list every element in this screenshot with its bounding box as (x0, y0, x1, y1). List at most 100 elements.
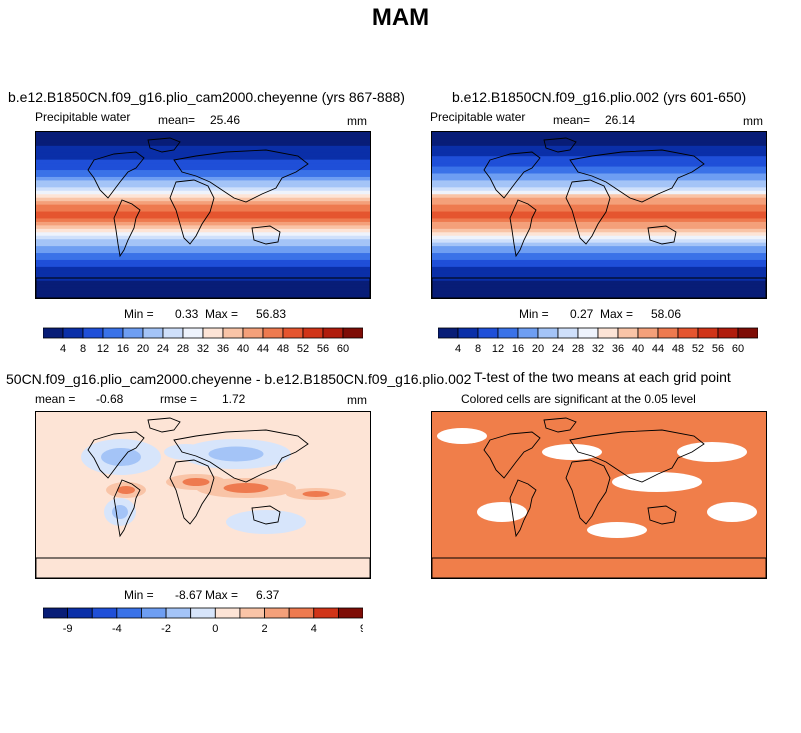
colorbar-tick-label: 8 (475, 343, 481, 353)
pw-band (432, 253, 766, 258)
colorbar-tick-label: 28 (177, 343, 189, 353)
pw-band (432, 201, 766, 206)
panel2-map-svg (432, 132, 766, 298)
pw-band (36, 270, 370, 275)
pw-band (36, 284, 370, 289)
colorbar-swatch (457, 327, 479, 339)
diff-negative-region (164, 444, 208, 460)
land-outline (251, 225, 281, 245)
pw-band (36, 218, 370, 223)
panel1-map-svg (36, 132, 370, 298)
colorbar-tick-label: 60 (337, 343, 349, 353)
pw-band (432, 232, 766, 237)
colorbar-swatch (657, 327, 679, 339)
colorbar-swatch (82, 327, 104, 339)
diff-positive-core (182, 478, 210, 486)
colorbar-tick-label: 52 (297, 343, 309, 353)
pw-band (36, 194, 370, 199)
pw-band (36, 256, 370, 261)
land-outline (565, 459, 611, 525)
panel3-min-value: -8.67 (175, 588, 203, 602)
insignificant-region (612, 472, 702, 492)
panel1-units: mm (347, 114, 367, 128)
pw-band (432, 145, 766, 150)
pw-band (36, 132, 370, 137)
pw-band (36, 228, 370, 233)
colorbar-swatch (322, 327, 344, 339)
colorbar-tick-label: 36 (217, 343, 229, 353)
pw-band (36, 201, 370, 206)
pw-band (432, 194, 766, 199)
pw-band (36, 280, 370, 285)
colorbar-tick-label: 32 (592, 343, 604, 353)
pw-band (432, 284, 766, 289)
page-title: MAM (371, 4, 430, 31)
panel2-title: b.e12.B1850CN.f09_g16.plio.002 (yrs 601-… (452, 89, 747, 105)
panel2-min-label: Min = (519, 307, 549, 321)
pw-band (36, 187, 370, 192)
colorbar-tick-label: 16 (512, 343, 524, 353)
pw-band (36, 156, 370, 161)
land-outline (509, 199, 537, 258)
colorbar-tick-label: 32 (197, 343, 209, 353)
colorbar-tick-label: 12 (492, 343, 504, 353)
colorbar-tick-label: 4 (455, 343, 461, 353)
colorbar-tick-label: 36 (612, 343, 624, 353)
land-outline (113, 199, 141, 258)
colorbar-tick-label: 4 (311, 623, 317, 633)
panel2-mean-label: mean= (553, 113, 591, 127)
pw-band (432, 166, 766, 171)
land-outline (509, 479, 537, 538)
colorbar-swatch (162, 327, 184, 339)
pw-band (36, 263, 370, 268)
colorbar-tick-label: 48 (277, 343, 289, 353)
diff-negative-region (226, 510, 306, 534)
panel2-units: mm (743, 114, 763, 128)
pw-band (36, 145, 370, 150)
colorbar-tick-label: 8 (80, 343, 86, 353)
panel1-min-value: 0.33 (175, 307, 199, 321)
pw-band (432, 135, 766, 140)
panel2-colorbar: 4 8 12 16 20 24 28 32 36 40 44 48 52 56 60 (438, 327, 758, 353)
pw-band (36, 277, 370, 282)
pw-band (432, 235, 766, 240)
panel3-units: mm (347, 393, 367, 407)
pw-band (432, 183, 766, 188)
colorbar-swatch (438, 327, 459, 339)
colorbar-swatch (122, 327, 144, 339)
panel2-map (431, 131, 767, 299)
colorbar-tick-label: 56 (712, 343, 724, 353)
panel3-map (35, 411, 371, 579)
insignificant-region (707, 502, 757, 522)
colorbar-tick-label: 4 (60, 343, 66, 353)
colorbar-tick-label: 12 (97, 343, 109, 353)
panel3-rmse-label: rmse = (160, 392, 198, 406)
panel3-min-label: Min = (124, 588, 154, 602)
panel3-max-label: Max = (205, 588, 239, 602)
pw-band (432, 163, 766, 168)
pw-band (36, 183, 370, 188)
land-outline (169, 459, 215, 525)
diff-negative-core (112, 505, 128, 519)
panel1-mean-value: 25.46 (210, 113, 241, 127)
panel1-mean-label: mean= (158, 113, 196, 127)
colorbar-tick-label: 56 (317, 343, 329, 353)
pw-band (432, 273, 766, 278)
pw-band (432, 170, 766, 175)
panel2-max-label: Max = (600, 307, 634, 321)
pw-band (36, 235, 370, 240)
diff-positive-core (302, 491, 330, 497)
land-outline (569, 149, 705, 203)
colorbar-tick-label: -2 (161, 623, 171, 633)
pw-band (432, 294, 766, 298)
pw-band (432, 173, 766, 178)
colorbar-tick-label: 16 (117, 343, 129, 353)
insignificant-region (542, 444, 602, 460)
colorbar-tick-label: 20 (532, 343, 544, 353)
panel2-field: Precipitable water (430, 110, 526, 124)
pw-band (432, 266, 766, 271)
panel2-min-value: 0.27 (570, 307, 594, 321)
colorbar-swatch (477, 327, 499, 339)
pw-band (432, 211, 766, 216)
colorbar-swatch (182, 327, 204, 339)
